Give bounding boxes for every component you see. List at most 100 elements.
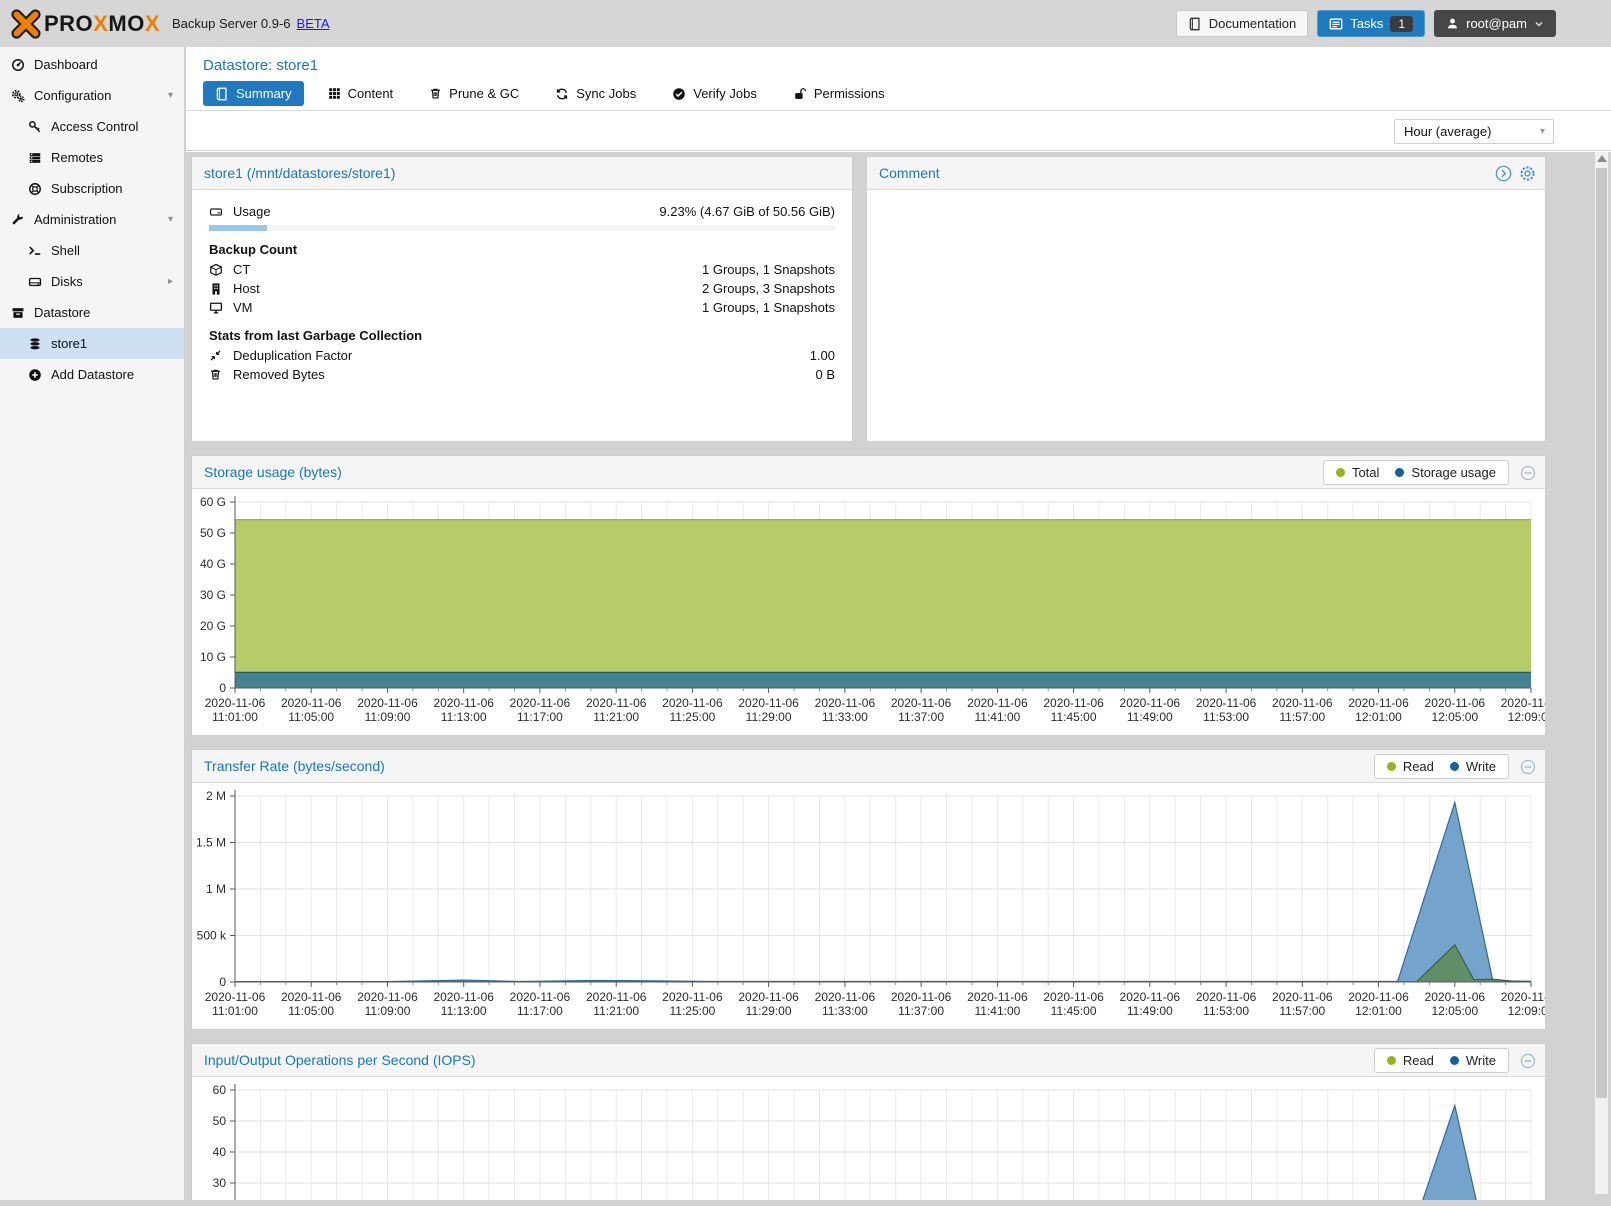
sidebar-item-subscription[interactable]: Subscription bbox=[0, 173, 184, 204]
svg-text:11:21:00: 11:21:00 bbox=[593, 710, 639, 724]
legend-item[interactable]: Read bbox=[1386, 759, 1434, 774]
sidebar-item-dashboard[interactable]: Dashboard bbox=[0, 49, 184, 80]
sidebar-item-store1[interactable]: store1 bbox=[0, 328, 184, 359]
user-menu-button[interactable]: root@pam bbox=[1434, 10, 1556, 37]
beta-link[interactable]: BETA bbox=[296, 16, 330, 31]
svg-text:11:29:00: 11:29:00 bbox=[746, 1004, 792, 1018]
tasks-button[interactable]: Tasks 1 bbox=[1317, 10, 1426, 37]
tasks-list-icon bbox=[1329, 17, 1343, 31]
storage-chart-legend: Total Storage usage bbox=[1322, 460, 1509, 485]
comment-panel-header: Comment bbox=[867, 157, 1545, 190]
sidebar-item-add-datastore[interactable]: Add Datastore bbox=[0, 359, 184, 390]
legend-dot bbox=[1386, 1056, 1396, 1065]
svg-text:2020-11-06: 2020-11-06 bbox=[662, 696, 723, 710]
comment-body[interactable] bbox=[867, 190, 1545, 440]
svg-text:30: 30 bbox=[213, 1176, 227, 1190]
svg-text:2020-11-06: 2020-11-06 bbox=[205, 990, 266, 1004]
tab-summary[interactable]: Summary bbox=[203, 81, 304, 106]
iops-chart-header: Input/Output Operations per Second (IOPS… bbox=[192, 1044, 1545, 1077]
terminal-icon bbox=[28, 244, 42, 258]
legend-label: Read bbox=[1402, 1053, 1434, 1068]
collapse-circle-icon[interactable] bbox=[1520, 1053, 1536, 1069]
svg-text:2020-11-06: 2020-11-06 bbox=[891, 696, 952, 710]
svg-text:2020-11-06: 2020-11-06 bbox=[586, 990, 647, 1004]
svg-text:2020-11-06: 2020-11-06 bbox=[510, 696, 571, 710]
legend-item[interactable]: Write bbox=[1449, 759, 1496, 774]
svg-text:11:17:00: 11:17:00 bbox=[517, 710, 563, 724]
legend-label: Write bbox=[1465, 759, 1496, 774]
svg-text:10 G: 10 G bbox=[200, 650, 226, 664]
svg-text:2020-11-06: 2020-11-06 bbox=[815, 696, 876, 710]
circle-chevron-right-icon[interactable] bbox=[1495, 165, 1512, 182]
sidebar-item-administration[interactable]: Administration ▾ bbox=[0, 204, 184, 235]
archive-icon bbox=[11, 306, 25, 320]
svg-text:2020-11-06: 2020-11-06 bbox=[510, 990, 571, 1004]
removed-bytes-row: Removed Bytes 0 B bbox=[209, 365, 835, 384]
svg-text:11:09:00: 11:09:00 bbox=[365, 1004, 411, 1018]
storage-usage-chart-panel: Storage usage (bytes) Total Storage usage… bbox=[191, 455, 1546, 736]
book-icon bbox=[1188, 17, 1202, 31]
collapse-caret-icon[interactable]: ▾ bbox=[167, 214, 173, 225]
svg-text:2020-11-06: 2020-11-06 bbox=[433, 990, 494, 1004]
tab-verify-jobs[interactable]: Verify Jobs bbox=[660, 81, 769, 106]
scrollbar-thumb[interactable] bbox=[1596, 168, 1607, 1098]
gear-outline-icon[interactable] bbox=[1519, 165, 1536, 182]
legend-label: Storage usage bbox=[1411, 465, 1496, 480]
tab-content[interactable]: Content bbox=[316, 81, 406, 106]
collapse-circle-icon[interactable] bbox=[1520, 759, 1536, 775]
tab-prune-gc[interactable]: Prune & GC bbox=[417, 81, 531, 106]
sidebar-item-datastore[interactable]: Datastore bbox=[0, 297, 184, 328]
usage-row: Usage 9.23% (4.67 GiB of 50.56 GiB) bbox=[209, 202, 835, 221]
legend-label: Read bbox=[1402, 759, 1434, 774]
svg-text:2020-11-06: 2020-11-06 bbox=[1348, 696, 1409, 710]
svg-text:2020-11-06: 2020-11-06 bbox=[1196, 696, 1257, 710]
svg-text:30 G: 30 G bbox=[200, 588, 226, 602]
topbar-actions: Documentation Tasks 1 root@pam bbox=[1175, 10, 1556, 37]
compress-icon bbox=[209, 349, 226, 362]
collapse-circle-icon[interactable] bbox=[1520, 465, 1536, 481]
svg-text:12:05:00: 12:05:00 bbox=[1431, 710, 1478, 724]
svg-text:11:05:00: 11:05:00 bbox=[288, 1004, 334, 1018]
svg-text:2020-11-06: 2020-11-06 bbox=[357, 990, 418, 1004]
svg-text:11:57:00: 11:57:00 bbox=[1279, 710, 1325, 724]
svg-text:2020-11-06: 2020-11-06 bbox=[815, 990, 876, 1004]
svg-text:2020-11-06: 2020-11-06 bbox=[1425, 696, 1486, 710]
summary-content: store1 (/mnt/datastores/store1) Usage 9.… bbox=[186, 152, 1611, 1200]
svg-text:11:41:00: 11:41:00 bbox=[974, 710, 1020, 724]
svg-text:11:17:00: 11:17:00 bbox=[517, 1004, 563, 1018]
hdd-icon bbox=[209, 205, 226, 219]
sidebar-item-access-control[interactable]: Access Control bbox=[0, 111, 184, 142]
svg-text:11:05:00: 11:05:00 bbox=[288, 710, 334, 724]
legend-item[interactable]: Total bbox=[1335, 465, 1379, 480]
product-version-label: Backup Server 0.9-6 bbox=[172, 16, 291, 31]
scrollbar-up-arrow-icon[interactable] bbox=[1597, 155, 1607, 162]
usage-progressbar-fill bbox=[209, 225, 267, 231]
sidebar-item-remotes[interactable]: Remotes bbox=[0, 142, 184, 173]
tab-sync-jobs[interactable]: Sync Jobs bbox=[543, 81, 648, 106]
svg-text:11:25:00: 11:25:00 bbox=[669, 1004, 715, 1018]
svg-text:11:21:00: 11:21:00 bbox=[593, 1004, 639, 1018]
sidebar-item-shell[interactable]: Shell bbox=[0, 235, 184, 266]
legend-item[interactable]: Read bbox=[1386, 1053, 1434, 1068]
legend-label: Write bbox=[1465, 1053, 1496, 1068]
svg-text:2020-11-06: 2020-11-06 bbox=[967, 990, 1028, 1004]
vertical-scrollbar[interactable] bbox=[1595, 152, 1608, 1194]
expand-caret-icon[interactable]: ▸ bbox=[167, 276, 173, 287]
svg-text:11:53:00: 11:53:00 bbox=[1203, 1004, 1249, 1018]
documentation-button[interactable]: Documentation bbox=[1175, 10, 1309, 37]
sidebar-item-configuration[interactable]: Configuration ▾ bbox=[0, 80, 184, 111]
legend-dot bbox=[1449, 762, 1459, 771]
tab-permissions[interactable]: Permissions bbox=[781, 81, 897, 106]
svg-text:11:29:00: 11:29:00 bbox=[746, 710, 792, 724]
chevron-down-icon: ▾ bbox=[1539, 126, 1545, 137]
svg-text:2020-11-06: 2020-11-06 bbox=[967, 696, 1028, 710]
svg-text:2020-11-06: 2020-11-06 bbox=[1120, 990, 1181, 1004]
legend-item[interactable]: Write bbox=[1449, 1053, 1496, 1068]
lifering-icon bbox=[28, 182, 42, 196]
sidebar-item-disks[interactable]: Disks ▸ bbox=[0, 266, 184, 297]
collapse-caret-icon[interactable]: ▾ bbox=[167, 90, 173, 101]
time-range-select[interactable]: Hour (average) ▾ bbox=[1394, 119, 1554, 144]
svg-text:12:05:00: 12:05:00 bbox=[1431, 1004, 1478, 1018]
legend-item[interactable]: Storage usage bbox=[1395, 465, 1496, 480]
